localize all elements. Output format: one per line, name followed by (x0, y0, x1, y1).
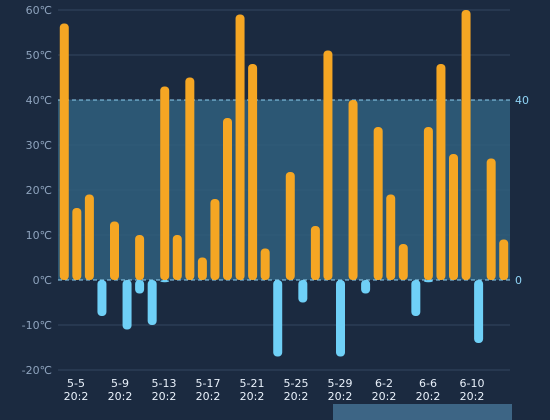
bar-positive (386, 194, 396, 280)
x-tick-label: 6-6 20:2 (416, 377, 441, 403)
bar-positive (223, 118, 232, 280)
bar-positive (436, 64, 446, 280)
mark-label-zero: 0 (515, 274, 522, 287)
y-tick-label: 10℃ (26, 229, 52, 242)
x-tick-label: 5-21 20:2 (240, 377, 265, 403)
zoom-slider-handle[interactable] (333, 404, 512, 420)
mark-area: 40 0 (58, 94, 529, 287)
bar-negative (97, 280, 107, 316)
bar-negative (423, 280, 433, 283)
x-tick-label: 5-29 20:2 (328, 377, 353, 403)
bar-positive (84, 194, 94, 280)
bar-negative (122, 280, 132, 330)
bar-positive (449, 154, 458, 280)
axes: 60℃ 50℃ 40℃ 30℃ 20℃ 10℃ 0℃ -10℃ -20℃ 5-5 20:2 5-9 20… (22, 4, 485, 403)
bar-positive (486, 158, 496, 280)
bar-positive (160, 86, 170, 280)
bar-positive (285, 172, 295, 280)
bars (59, 10, 509, 357)
bar-negative (411, 280, 421, 316)
x-tick-label: 5-13 20:2 (152, 377, 177, 403)
bar-positive (59, 23, 69, 280)
y-tick-label: 60℃ (26, 4, 52, 17)
bar-negative (361, 280, 371, 294)
bar-positive (348, 100, 358, 280)
bar-negative (474, 280, 484, 343)
bar-positive (323, 50, 333, 280)
bar-positive (310, 226, 320, 280)
mark-label-top: 40 (515, 94, 529, 107)
y-tick-label: 40℃ (26, 94, 52, 107)
bar-negative (147, 280, 157, 325)
y-tick-label: -10℃ (22, 319, 52, 332)
bar-negative (273, 280, 283, 357)
bar-positive (210, 199, 220, 280)
bar-positive (197, 257, 207, 280)
x-tick-label: 5-5 20:2 (64, 377, 89, 403)
bar-positive (248, 64, 258, 280)
mark-band (58, 100, 510, 280)
bar-positive (135, 235, 145, 280)
y-tick-label: 50℃ (26, 49, 52, 62)
y-tick-label: 20℃ (26, 184, 52, 197)
y-tick-label: -20℃ (22, 364, 52, 377)
x-tick-label: 5-17 20:2 (196, 377, 221, 403)
bar-positive (72, 208, 82, 280)
y-tick-label: 30℃ (26, 139, 52, 152)
bar-positive (235, 14, 245, 280)
bar-positive (423, 127, 433, 280)
x-tick-label: 6-2 20:2 (372, 377, 397, 403)
bar-positive (260, 248, 270, 280)
bar-positive (172, 235, 182, 280)
bar-positive (110, 221, 119, 280)
bar-negative (298, 280, 308, 303)
x-tick-label: 5-25 20:2 (284, 377, 309, 403)
bar-positive (185, 77, 195, 280)
bar-positive (461, 10, 471, 280)
bar-positive (373, 127, 383, 280)
x-tick-label: 5-9 20:2 (108, 377, 133, 403)
bar-positive (499, 239, 509, 280)
data-zoom[interactable] (333, 404, 512, 420)
bar-negative (135, 280, 145, 294)
bar-positive (398, 244, 408, 280)
y-tick-label: 0℃ (33, 274, 52, 287)
x-tick-label: 6-10 20:2 (460, 377, 485, 403)
bar-negative (336, 280, 345, 357)
bar-negative (160, 280, 170, 283)
